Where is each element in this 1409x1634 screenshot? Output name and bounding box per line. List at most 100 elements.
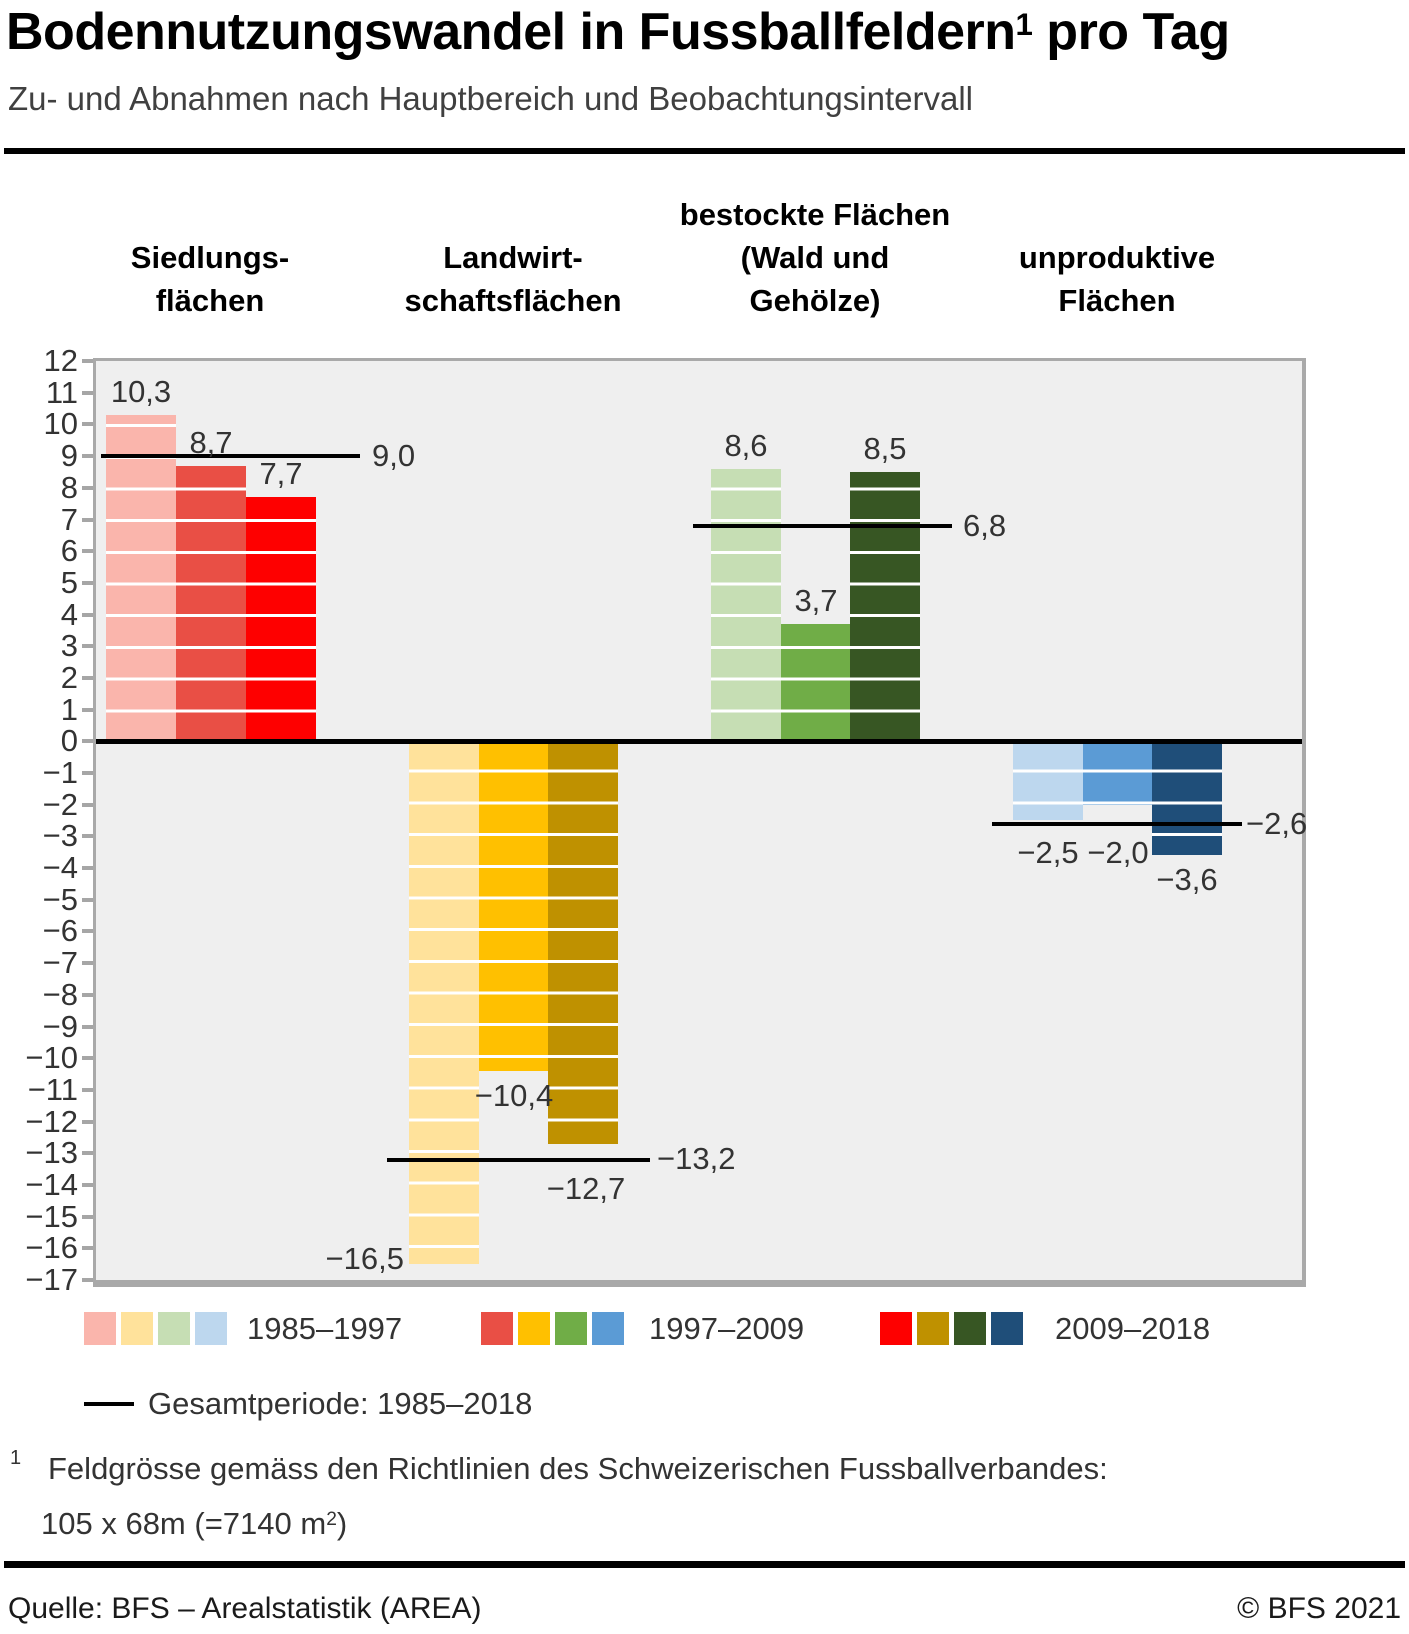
y-axis-tick xyxy=(82,1246,93,1251)
group-header-line: Landwirt- xyxy=(443,240,583,275)
y-axis-tick xyxy=(82,1151,93,1156)
group-header-line: schaftsflächen xyxy=(404,283,622,318)
group-header-line: unproduktive xyxy=(1018,240,1216,275)
y-axis-tick-label: −14 xyxy=(25,1167,78,1202)
y-axis-tick-label: 10 xyxy=(43,406,78,442)
y-axis-tick-label: −16 xyxy=(25,1230,78,1266)
legend-total-line-swatch xyxy=(84,1402,134,1406)
legend-swatch-siedlung-p3 xyxy=(880,1312,912,1345)
bar-value-label-siedlung-p2: 8,7 xyxy=(189,425,233,460)
group-header-landwirtschaft: Landwirt-schaftsflächen xyxy=(404,236,621,322)
footnote-superscript-2: 2 xyxy=(326,1509,337,1530)
y-axis-tick xyxy=(82,549,93,554)
footnote-marker: 1 xyxy=(10,1447,22,1469)
legend-swatch-siedlung-p1 xyxy=(84,1312,116,1345)
bar-landwirtschaft-p3 xyxy=(548,741,618,1144)
bar-unproduktiv-p3 xyxy=(1152,741,1222,856)
bar-value-label-siedlung-p3: 7,7 xyxy=(259,456,303,491)
total-period-label-siedlung: 9,0 xyxy=(372,438,416,473)
group-header-unproduktiv: unproduktive Flächen xyxy=(1019,236,1215,322)
y-axis-tick-label: −13 xyxy=(25,1135,78,1171)
y-axis-tick-label: 0 xyxy=(60,723,78,759)
y-axis-tick-label: −9 xyxy=(42,1008,78,1044)
bar-value-label-unproduktiv-p2: −2,0 xyxy=(1087,835,1149,870)
y-axis-tick xyxy=(82,1024,93,1029)
legend-swatch-landwirtschaft-p1 xyxy=(121,1312,153,1345)
y-axis-tick xyxy=(82,359,93,363)
legend-swatch-bestockt-p1 xyxy=(158,1312,190,1345)
total-period-line-siedlung xyxy=(101,454,360,459)
legend-swatch-siedlung-p2 xyxy=(481,1312,513,1345)
footnote-line-2-text: 105 x 68m (=7140 m xyxy=(41,1506,327,1541)
bar-value-label-landwirtschaft-p1: −16,5 xyxy=(325,1241,404,1276)
y-axis-tick xyxy=(82,897,93,902)
y-axis-tick-label: −2 xyxy=(42,786,78,822)
legend-swatch-landwirtschaft-p2 xyxy=(518,1312,550,1345)
y-axis-tick xyxy=(82,485,93,490)
y-axis-tick-label: −1 xyxy=(42,755,78,790)
chart-subtitle: Zu- und Abnahmen nach Hauptbereich und B… xyxy=(8,80,973,117)
y-axis-tick-label: 8 xyxy=(60,469,78,505)
y-axis-tick-label: −10 xyxy=(25,1040,78,1076)
y-axis-tick-label: 6 xyxy=(60,533,78,569)
legend-swatch-unproduktiv-p3 xyxy=(991,1312,1023,1345)
bar-landwirtschaft-p1 xyxy=(409,741,479,1265)
y-axis-tick xyxy=(82,1278,93,1282)
y-axis-tick xyxy=(82,802,93,807)
y-axis-tick xyxy=(82,929,93,934)
bar-bestockt-p2 xyxy=(781,624,851,742)
legend-period-label-1: 1985–1997 xyxy=(247,1311,403,1346)
y-axis-tick xyxy=(82,1119,93,1124)
group-header-siedlung: Siedlungs-flächen xyxy=(131,236,289,322)
y-axis-tick xyxy=(82,992,93,997)
chart-title: Bodennutzungswandel in Fussballfeldern1 … xyxy=(6,2,1230,62)
y-axis-tick-label: −15 xyxy=(25,1198,78,1234)
bar-bestockt-p3 xyxy=(850,471,920,742)
y-axis-tick-label: 9 xyxy=(60,438,78,474)
y-axis-tick-label: 5 xyxy=(60,564,78,600)
y-axis-tick xyxy=(82,422,93,427)
y-axis-tick-label: −17 xyxy=(25,1262,78,1297)
y-axis-tick-label: −3 xyxy=(42,818,78,854)
y-axis-tick-label: 11 xyxy=(45,374,78,410)
y-axis-tick-label: −11 xyxy=(27,1071,78,1107)
footnote-line-1: Feldgrösse gemäss den Richtlinien des Sc… xyxy=(48,1451,1108,1486)
bar-value-label-landwirtschaft-p2: −10,4 xyxy=(474,1078,554,1113)
y-axis-tick xyxy=(82,707,93,712)
group-header-line: flächen xyxy=(155,283,265,318)
bar-value-label-siedlung-p1: 10,3 xyxy=(110,374,172,409)
legend-period-label-3: 2009–2018 xyxy=(1055,1311,1211,1346)
source-text: Quelle: BFS – Arealstatistik (AREA) xyxy=(8,1592,482,1625)
y-axis-tick xyxy=(82,739,93,744)
group-header-line: bestockte Flächen xyxy=(679,197,951,232)
copyright-text: © BFS 2021 xyxy=(1237,1592,1401,1625)
bar-siedlung-p3 xyxy=(246,497,316,742)
chart-title-tail: pro Tag xyxy=(1032,3,1230,61)
total-period-label-bestockt: 6,8 xyxy=(963,508,1007,543)
footer-divider-rule xyxy=(4,1561,1405,1568)
bar-value-label-bestockt-p2: 3,7 xyxy=(794,583,838,618)
y-axis-tick-label: 12 xyxy=(43,343,78,378)
y-axis-tick-label: 4 xyxy=(60,596,78,632)
header-divider-rule xyxy=(4,148,1405,154)
y-axis-tick xyxy=(82,1087,93,1092)
footnote-line-2: 105 x 68m (=7140 m2) xyxy=(41,1501,347,1543)
total-period-line-bestockt xyxy=(693,523,952,528)
y-axis-tick-label: 2 xyxy=(60,659,78,695)
y-axis-tick-label: −12 xyxy=(25,1103,78,1139)
group-header-bestockt: bestockte Flächen (Wald und Gehölze) xyxy=(680,193,950,322)
y-axis-tick-label: −8 xyxy=(42,976,78,1012)
total-period-label-landwirtschaft: −13,2 xyxy=(657,1141,736,1176)
group-header-line: Siedlungs- xyxy=(130,240,290,275)
y-axis-tick-label: −5 xyxy=(42,881,78,917)
legend-period-label-2: 1997–2009 xyxy=(649,1311,805,1346)
y-axis-tick xyxy=(82,390,93,395)
group-header-line: Gehölze) xyxy=(749,283,881,318)
y-axis-tick xyxy=(82,834,93,839)
legend-swatch-unproduktiv-p1 xyxy=(195,1312,227,1345)
bar-siedlung-p2 xyxy=(176,465,246,742)
legend-swatch-unproduktiv-p2 xyxy=(592,1312,624,1345)
footnote-line-2-close: ) xyxy=(336,1506,348,1541)
y-axis-tick xyxy=(82,961,93,966)
